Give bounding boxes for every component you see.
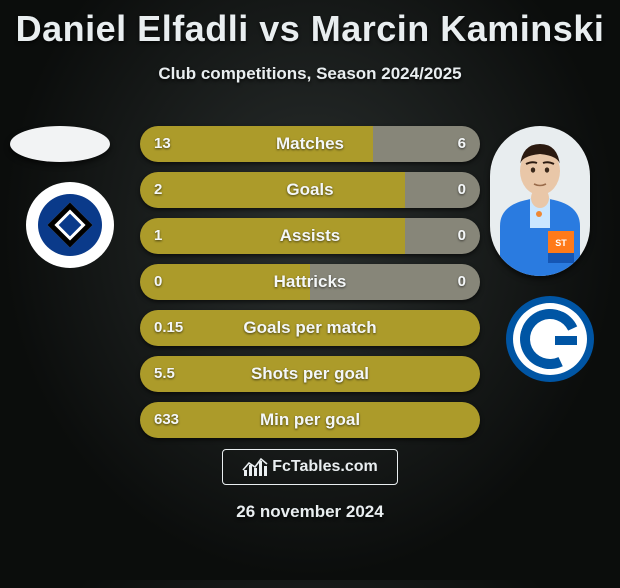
watermark-text: FcTables.com <box>272 458 378 476</box>
stat-row: 20Goals <box>140 172 480 208</box>
page-title: Daniel Elfadli vs Marcin Kaminski <box>0 8 620 50</box>
stat-bar-left <box>140 264 310 300</box>
stat-row: 10Assists <box>140 218 480 254</box>
date-label: 26 november 2024 <box>0 502 620 522</box>
stat-value-left: 0 <box>154 264 162 300</box>
page-subtitle: Club competitions, Season 2024/2025 <box>0 64 620 84</box>
player-right-photo: ST <box>490 126 590 276</box>
svg-text:ST: ST <box>555 238 567 248</box>
stat-value-left: 0.15 <box>154 310 183 346</box>
stat-value-left: 5.5 <box>154 356 175 392</box>
stat-bar-left <box>140 172 405 208</box>
fctables-logo-icon <box>242 456 268 478</box>
stat-value-right: 0 <box>458 172 466 208</box>
stat-bar-right <box>405 172 480 208</box>
stat-bars: 136Matches20Goals10Assists00Hattricks0.1… <box>140 126 480 448</box>
stat-row: 0.15Goals per match <box>140 310 480 346</box>
stat-row: 136Matches <box>140 126 480 162</box>
stat-value-left: 1 <box>154 218 162 254</box>
stat-bar-right <box>310 264 480 300</box>
stat-bar-right <box>405 218 480 254</box>
stat-row: 00Hattricks <box>140 264 480 300</box>
stat-row: 5.5Shots per goal <box>140 356 480 392</box>
stat-value-right: 0 <box>458 264 466 300</box>
stat-value-left: 2 <box>154 172 162 208</box>
stat-value-left: 13 <box>154 126 171 162</box>
stat-value-left: 633 <box>154 402 179 438</box>
stat-value-right: 0 <box>458 218 466 254</box>
club-crest-schalke <box>500 296 600 382</box>
stat-bar-left <box>140 402 480 438</box>
stat-value-right: 6 <box>458 126 466 162</box>
watermark: FcTables.com <box>222 449 398 485</box>
stat-bar-left <box>140 310 480 346</box>
stat-bar-left <box>140 126 373 162</box>
stat-bar-left <box>140 218 405 254</box>
stat-row: 633Min per goal <box>140 402 480 438</box>
stat-bar-left <box>140 356 480 392</box>
player-left-photo <box>10 126 110 162</box>
club-crest-hsv <box>20 182 120 268</box>
